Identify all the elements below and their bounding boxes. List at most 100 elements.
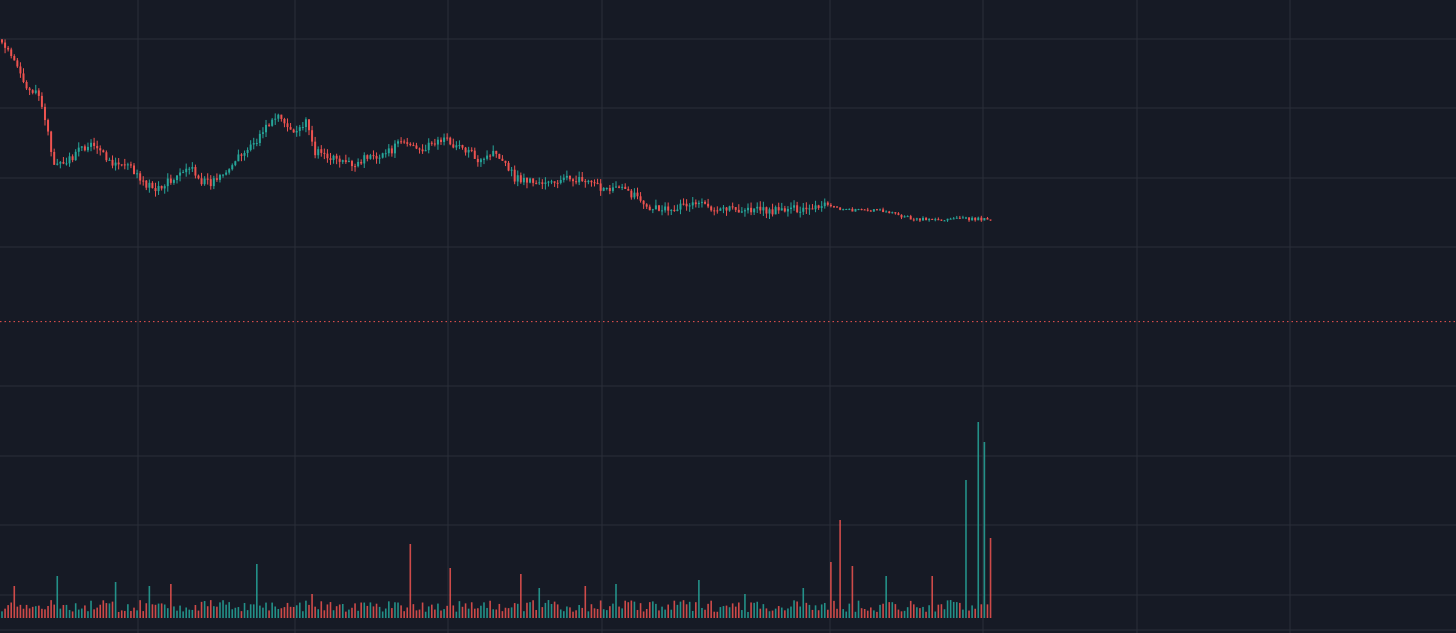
candle-body	[194, 167, 197, 176]
candle-body	[83, 146, 86, 151]
volume-bar	[799, 606, 801, 618]
volume-bar	[173, 606, 175, 618]
volume-bar	[455, 611, 458, 618]
candle-body	[756, 206, 759, 209]
candle-body	[636, 192, 639, 197]
candle-body	[59, 162, 62, 164]
candle-body	[700, 201, 703, 203]
volume-bar	[909, 600, 912, 618]
candle-body	[578, 177, 581, 183]
candle-body	[925, 217, 928, 221]
candle-body	[65, 163, 68, 165]
volume-bar	[283, 607, 286, 618]
volume-bar	[922, 606, 924, 618]
candle-body	[605, 187, 608, 189]
candle-body	[740, 211, 743, 213]
volume-bar	[741, 610, 743, 618]
candle-body	[529, 178, 532, 183]
volume-bar	[870, 607, 872, 618]
volume-bar	[381, 611, 384, 618]
candle-body	[314, 141, 317, 156]
volume-bar	[879, 604, 881, 618]
candle-body	[301, 127, 304, 129]
volume-bar	[431, 604, 433, 618]
volume-bar	[53, 604, 55, 618]
volume-bar	[962, 609, 964, 618]
volume-bar	[716, 611, 719, 618]
candle-body	[860, 209, 863, 211]
volume-bar	[341, 603, 344, 618]
volume-bar	[400, 605, 402, 618]
candle-body	[621, 186, 624, 188]
volume-bar	[394, 602, 396, 618]
volume-bar	[231, 609, 234, 618]
volume-bar	[486, 607, 488, 618]
candle-body	[498, 153, 501, 159]
candle-body	[639, 196, 642, 201]
volume-bar	[906, 607, 909, 618]
candle-body	[154, 188, 157, 192]
volume-bar	[934, 611, 937, 618]
volume-bar	[882, 603, 884, 618]
candle-body	[372, 155, 375, 157]
candle-body	[323, 152, 326, 154]
volume-bar	[618, 606, 620, 618]
candle-body	[704, 201, 707, 204]
candle-body	[40, 95, 43, 107]
volume-bar	[213, 606, 215, 618]
volume-bar	[237, 607, 240, 618]
volume-bar	[348, 609, 350, 618]
candle-body	[274, 118, 277, 120]
volume-bar	[62, 605, 65, 618]
volume-bar	[292, 606, 295, 618]
candle-body	[455, 145, 458, 148]
candle-body	[851, 208, 854, 212]
volume-bar	[268, 610, 270, 618]
candle-body	[651, 209, 654, 211]
volume-bar	[787, 608, 789, 618]
volume-bar	[305, 600, 307, 618]
volume-bar	[842, 609, 844, 618]
candle-body	[185, 168, 188, 173]
candle-body	[37, 90, 40, 96]
candle-body	[593, 182, 596, 184]
candle-body	[99, 148, 102, 151]
volume-bar	[753, 602, 755, 618]
volume-bar	[516, 603, 519, 618]
volume-bar	[688, 601, 691, 618]
candle-body	[179, 172, 182, 176]
volume-bar	[277, 609, 280, 618]
candle-body	[114, 162, 117, 166]
candle-body	[694, 202, 697, 205]
candle-body	[240, 154, 243, 156]
candle-body	[148, 182, 151, 188]
volume-bar	[265, 602, 267, 618]
volume-bar	[225, 604, 227, 618]
candle-body	[866, 209, 869, 211]
candle-body	[670, 209, 673, 211]
candle-body	[575, 181, 578, 183]
candle-body	[308, 119, 310, 131]
volume-bar	[130, 610, 132, 618]
candle-body	[796, 205, 799, 213]
candle-body	[839, 207, 842, 210]
candle-body	[906, 216, 909, 218]
candle-body	[642, 200, 645, 205]
candle-body	[553, 181, 556, 183]
volume-bar	[179, 605, 181, 618]
volume-bar	[108, 603, 111, 618]
candle-body	[823, 202, 826, 207]
volume-bar	[817, 610, 820, 618]
volume-bar	[111, 601, 114, 618]
volume-bar	[105, 603, 108, 618]
candle-body	[252, 143, 255, 145]
volume-bar	[784, 610, 786, 618]
volume-bar	[274, 606, 277, 618]
volume-bar	[919, 608, 921, 618]
candle-body	[77, 147, 80, 152]
volume-bar	[529, 602, 531, 618]
volume-bar	[7, 605, 9, 618]
volume-bar	[388, 601, 390, 618]
volume-bar	[56, 576, 59, 618]
